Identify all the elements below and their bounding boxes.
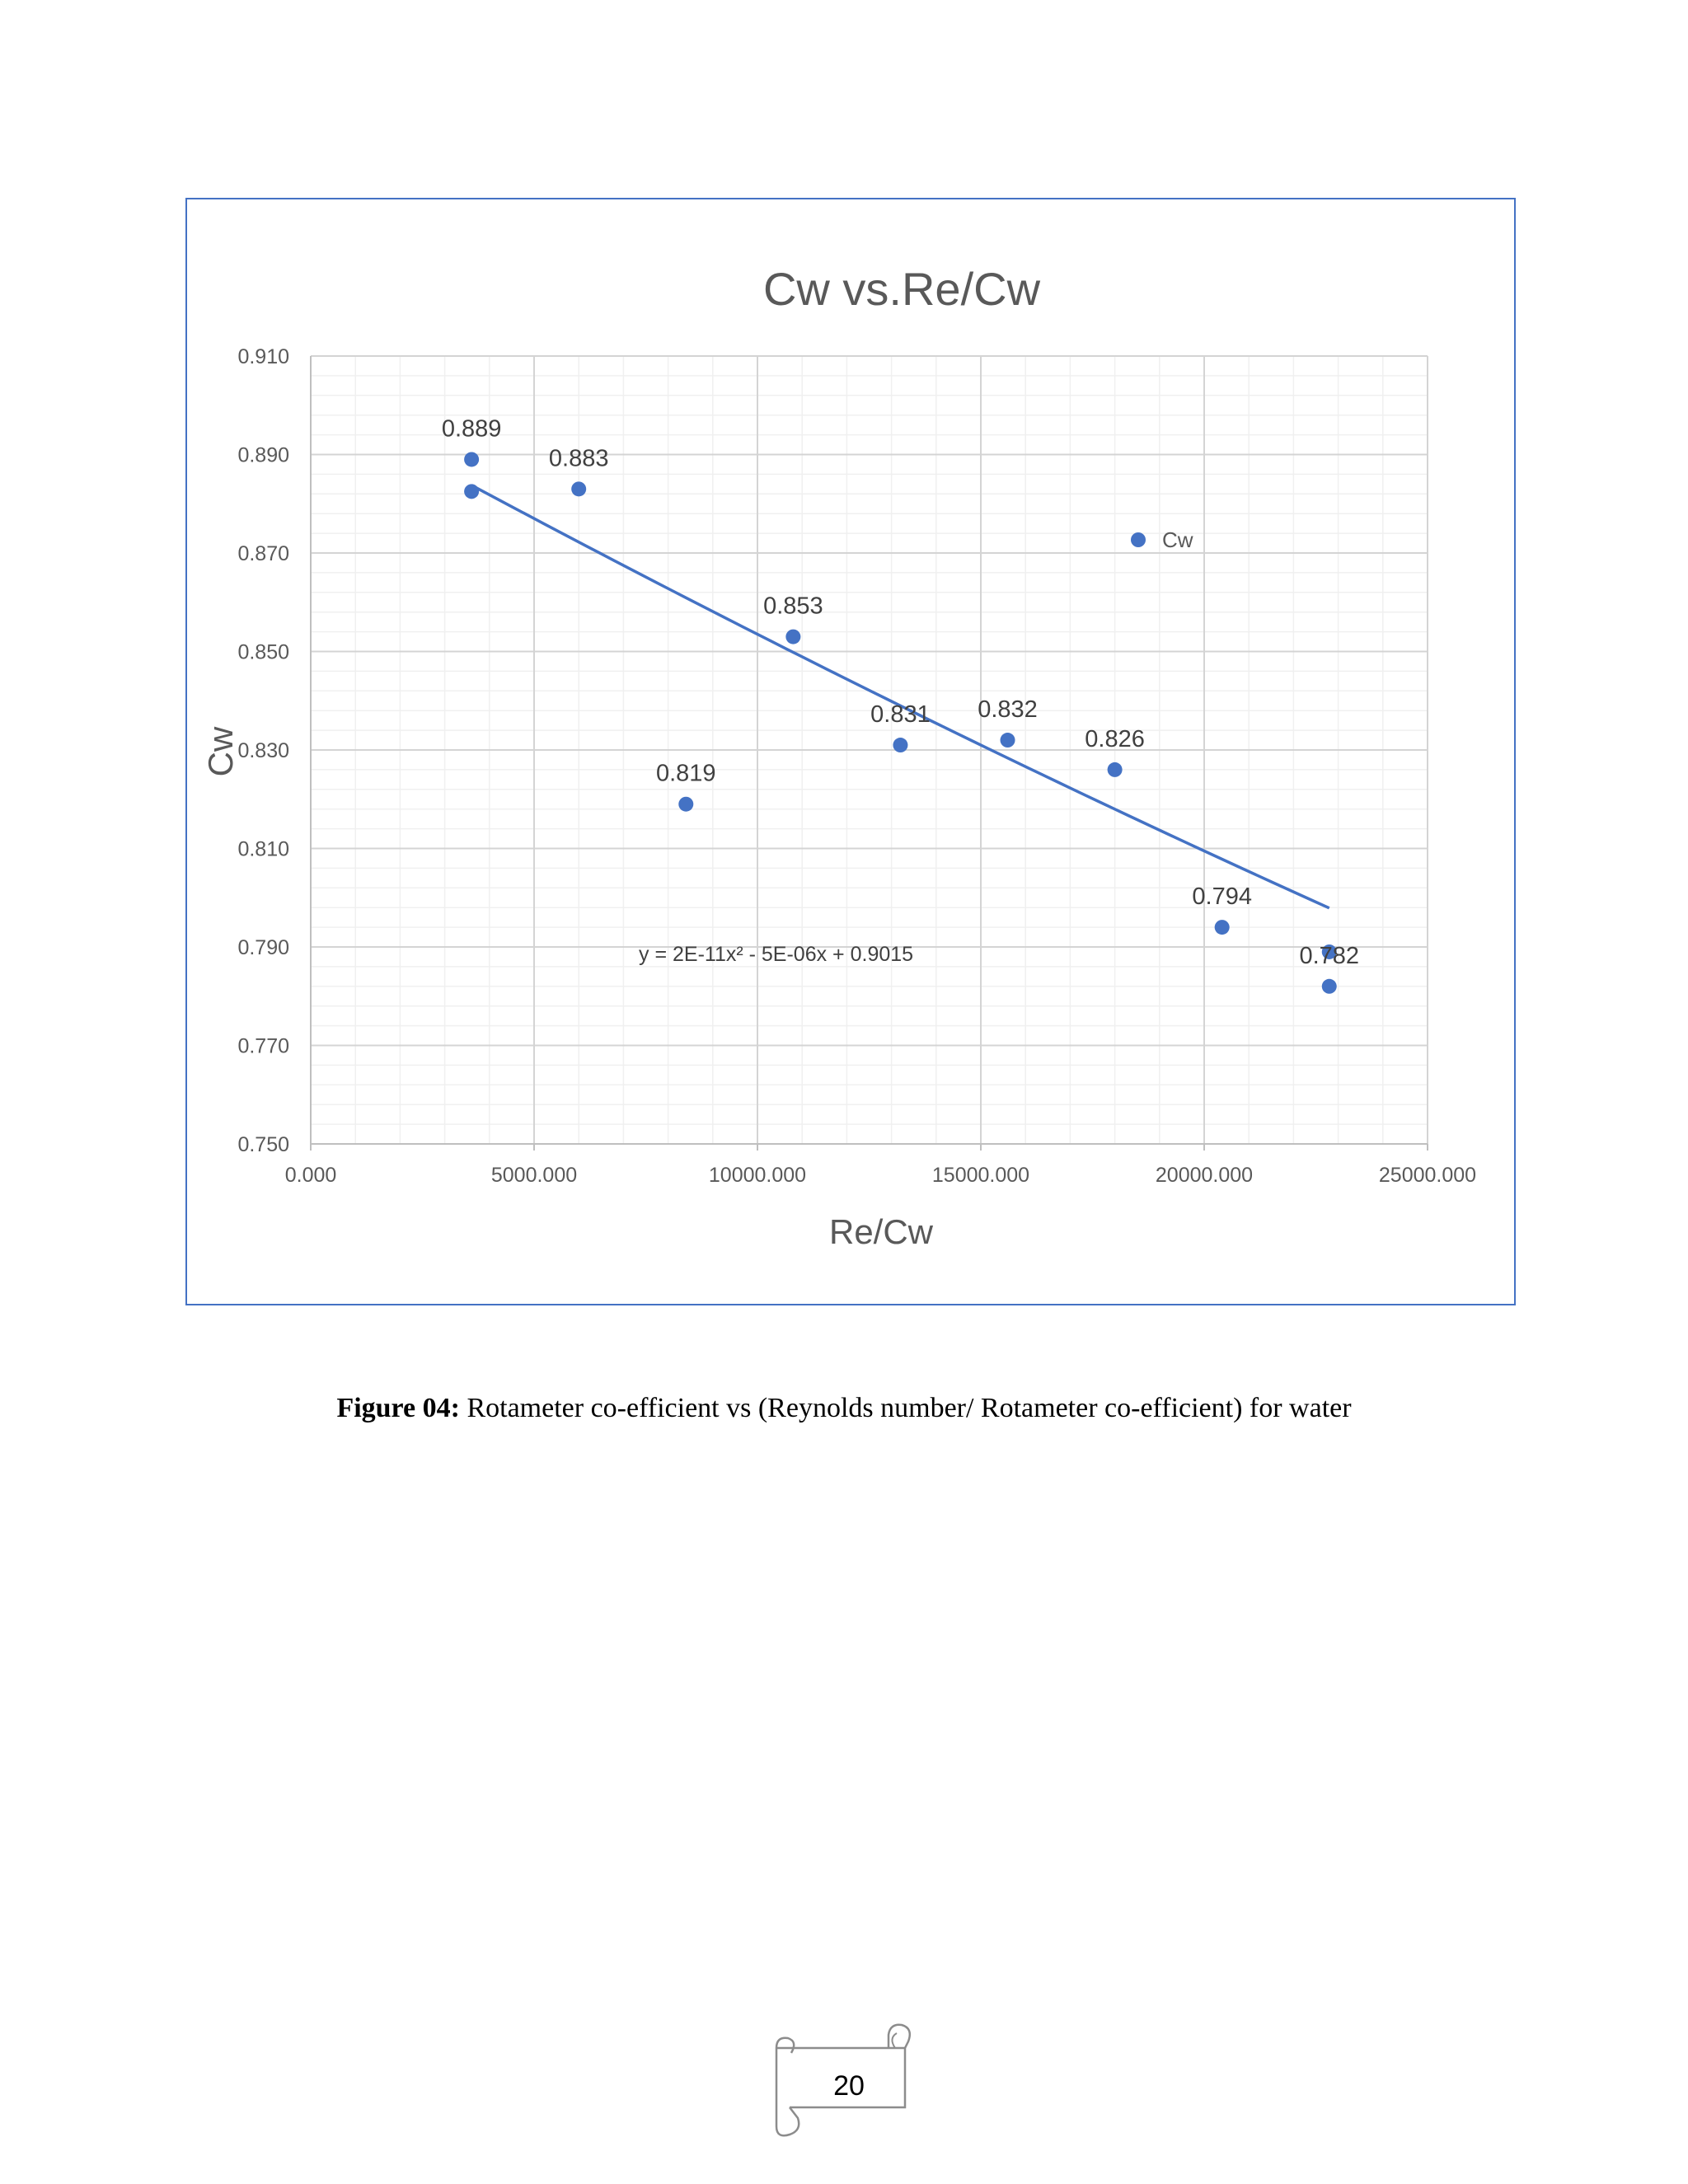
data-label: 0.831 [870,701,931,728]
data-label: 0.883 [549,445,609,471]
data-label: 0.794 [1192,883,1252,910]
grid [310,355,1428,1145]
data-label: 0.853 [763,593,823,620]
y-axis-title: Cw [201,726,240,776]
scroll-icon [775,2023,911,2137]
y-tick-label: 0.870 [237,542,289,565]
page-number: 20 [833,2070,865,2102]
y-tick-label: 0.890 [237,444,289,467]
x-tick-label: 10000.000 [709,1164,806,1187]
data-point [785,629,801,644]
chart-frame: 0.000 5000.000 10000.000 15000.000 20000.000… [185,198,1516,1305]
data-label: 0.832 [978,696,1038,723]
figure-caption-text: Rotameter co-efficient vs (Reynolds numb… [459,1393,1352,1423]
data-point [893,738,908,753]
chart-title: Cw vs.Re/Cw [763,263,1041,315]
data-point [678,796,694,812]
x-tick-label: 15000.000 [932,1164,1029,1187]
y-tick-label: 0.790 [237,936,289,959]
x-tick-label: 5000.000 [491,1164,577,1187]
x-tick-label: 25000.000 [1379,1164,1476,1187]
data-point [464,484,480,499]
y-tick-label: 0.850 [237,641,289,664]
data-point [1321,978,1337,994]
data-point [464,452,480,467]
axes: 0.000 5000.000 10000.000 15000.000 20000.000… [237,345,1476,1187]
trendline-equation: y = 2E-11x² - 5E-06x + 0.9015 [639,943,913,966]
legend-marker [1131,532,1146,547]
y-tick-label: 0.910 [237,345,289,368]
data-point [1321,944,1337,959]
data-point [1214,920,1230,935]
y-tick-label: 0.750 [237,1133,289,1156]
data-points [464,452,1337,994]
trendline [471,484,1330,910]
data-label: 0.826 [1085,726,1145,752]
scatter-chart: 0.000 5000.000 10000.000 15000.000 20000.000… [201,263,1476,1251]
data-point [1107,762,1123,777]
data-point [1000,733,1015,748]
y-tick-label: 0.810 [237,838,289,861]
trendline-group [471,484,1330,910]
data-label: 0.819 [656,761,716,787]
x-tick-label: 0.000 [285,1164,337,1187]
data-point [571,481,587,497]
figure-caption-label: Figure 04: [336,1393,460,1423]
x-axis-title: Re/Cw [829,1212,934,1251]
data-label: 0.889 [442,415,502,442]
data-label: 0.782 [1299,943,1359,969]
legend-label: Cw [1162,527,1193,552]
legend: Cw [1131,527,1193,552]
y-tick-label: 0.770 [237,1035,289,1058]
y-tick-label: 0.830 [237,739,289,762]
figure-caption: Figure 04: Rotameter co-efficient vs (Re… [0,1393,1688,1424]
x-tick-label: 20000.000 [1156,1164,1253,1187]
data-labels: 0.889 0.883 0.819 0.853 0.831 0.832 0.826 0.794… [442,415,1359,968]
